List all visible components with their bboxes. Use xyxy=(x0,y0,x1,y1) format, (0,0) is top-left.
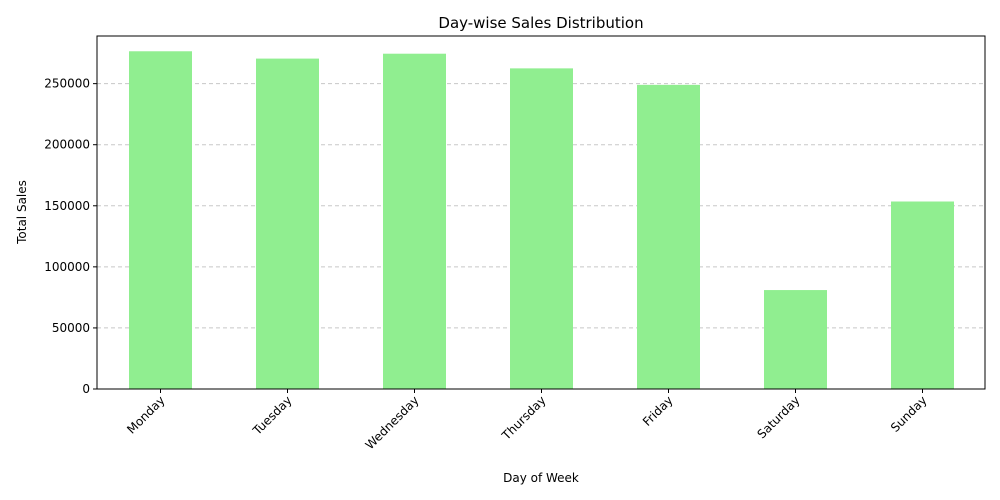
x-tick-label: Saturday xyxy=(754,393,802,441)
x-tick-label: Wednesday xyxy=(363,393,422,452)
bar-thursday xyxy=(510,68,573,389)
y-tick-label: 200000 xyxy=(44,138,90,152)
y-tick-label: 100000 xyxy=(44,260,90,274)
y-ticks: 0 50000 100000 150000 200000 250000 xyxy=(44,77,97,396)
y-tick-label: 150000 xyxy=(44,199,90,213)
bar-saturday xyxy=(764,290,827,389)
x-ticks: Monday Tuesday Wednesday Thursday Friday Satu… xyxy=(124,389,930,452)
bar-sunday xyxy=(891,201,954,389)
y-tick-label: 0 xyxy=(82,382,90,396)
y-tick-label: 250000 xyxy=(44,77,90,91)
y-tick-label: 50000 xyxy=(52,321,90,335)
bars xyxy=(129,51,954,390)
x-tick-label: Sunday xyxy=(888,393,930,435)
bar-tuesday xyxy=(256,58,319,389)
bar-wednesday xyxy=(383,53,446,390)
x-tick-label: Thursday xyxy=(499,393,549,443)
x-tick-label: Tuesday xyxy=(249,393,294,438)
x-tick-label: Monday xyxy=(124,393,167,436)
x-tick-label: Friday xyxy=(640,393,676,429)
x-axis-label: Day of Week xyxy=(503,471,579,485)
chart-title: Day-wise Sales Distribution xyxy=(438,14,643,32)
bar-friday xyxy=(637,84,700,390)
bar-monday xyxy=(129,51,192,390)
y-axis-label: Total Sales xyxy=(15,180,29,245)
